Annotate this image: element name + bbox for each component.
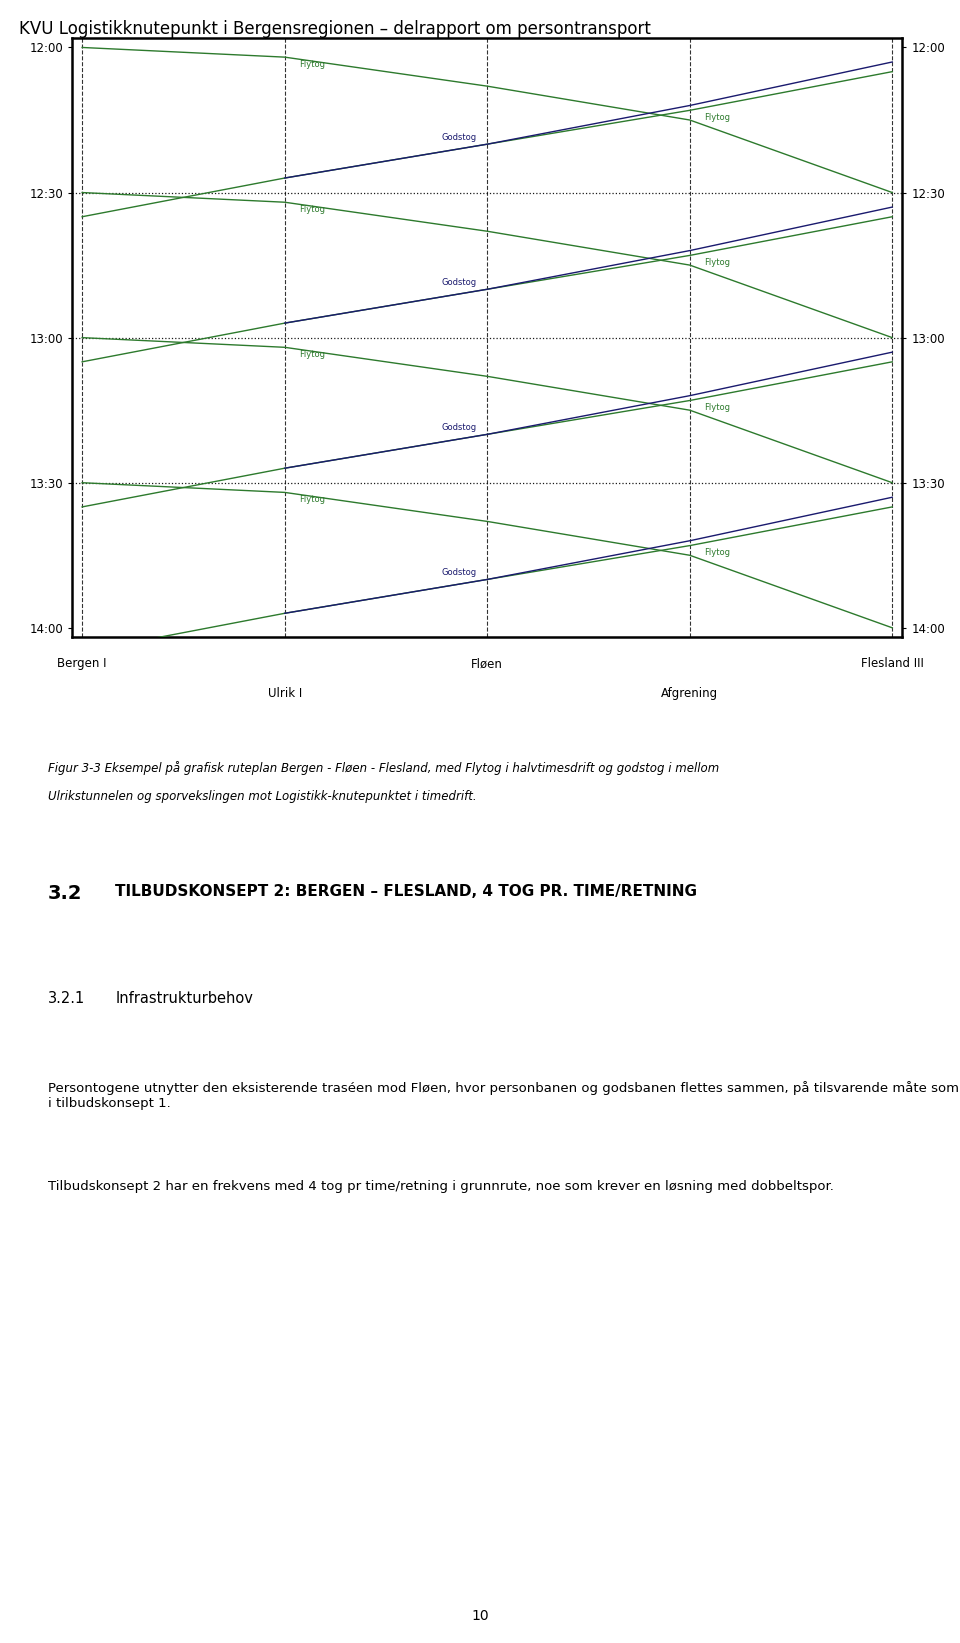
Text: Flytog: Flytog [299, 350, 324, 358]
Text: Figur 3-3 Eksempel på grafisk ruteplan Bergen - Fløen - Flesland, med Flytog i h: Figur 3-3 Eksempel på grafisk ruteplan B… [48, 761, 719, 775]
Text: Persontogene utnytter den eksisterende traséen mod Fløen, hvor personbanen og go: Persontogene utnytter den eksisterende t… [48, 1081, 959, 1111]
Text: Flytog: Flytog [704, 403, 730, 412]
Text: Flytog: Flytog [704, 258, 730, 266]
Text: Godstog: Godstog [442, 568, 477, 577]
Text: Flytog: Flytog [299, 495, 324, 504]
Text: Flesland III: Flesland III [861, 657, 924, 670]
Text: 10: 10 [471, 1608, 489, 1623]
Text: Godstog: Godstog [442, 422, 477, 432]
Text: Ulrikstunnelen og sporvekslingen mot Logistikk-knutepunktet i timedrift.: Ulrikstunnelen og sporvekslingen mot Log… [48, 790, 476, 803]
Text: Flytog: Flytog [299, 205, 324, 214]
Text: Tilbudskonsept 2 har en frekvens med 4 tog pr time/retning i grunnrute, noe som : Tilbudskonsept 2 har en frekvens med 4 t… [48, 1180, 834, 1193]
Text: Bergen I: Bergen I [58, 657, 107, 670]
Text: Ulrik I: Ulrik I [268, 687, 301, 700]
Text: Fløen: Fløen [471, 657, 503, 670]
Text: 3.2.1: 3.2.1 [48, 991, 85, 1006]
Text: Flytog: Flytog [299, 59, 324, 69]
Text: Flytog: Flytog [704, 549, 730, 557]
Text: TILBUDSKONSEPT 2: BERGEN – FLESLAND, 4 TOG PR. TIME/RETNING: TILBUDSKONSEPT 2: BERGEN – FLESLAND, 4 T… [115, 884, 697, 899]
Text: Infrastrukturbehov: Infrastrukturbehov [115, 991, 253, 1006]
Text: KVU Logistikknutepunkt i Bergensregionen – delrapport om persontransport: KVU Logistikknutepunkt i Bergensregionen… [19, 20, 651, 38]
Text: Afgrening: Afgrening [661, 687, 718, 700]
Text: Flytog: Flytog [704, 113, 730, 122]
Text: 3.2: 3.2 [48, 884, 83, 904]
Text: Godstog: Godstog [442, 278, 477, 288]
Text: Godstog: Godstog [442, 133, 477, 141]
